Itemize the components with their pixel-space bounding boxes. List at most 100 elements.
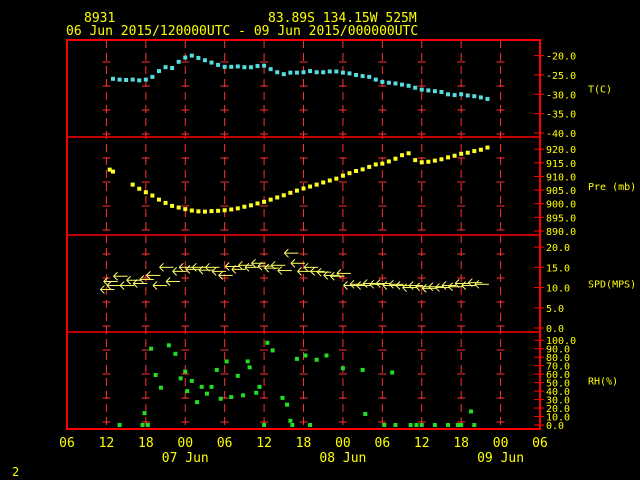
wind-barb [441,281,457,290]
wind-barb-flag [369,279,375,285]
pressure-point [262,199,267,204]
pressure-point [183,207,188,212]
wind-barb-flag [415,282,421,288]
y-tick-label: 0.0 [546,421,564,432]
humidity-point [280,395,285,400]
humidity-point [117,423,122,427]
pressure-point [229,207,234,212]
wind-barb-flag [185,264,191,270]
pressure-point [275,195,280,200]
temperature-point [314,70,319,75]
wind-barb [205,262,220,272]
wind-barb-flag [461,281,467,286]
temperature-point [183,55,188,60]
temperature-point [432,89,437,94]
wind-barb-flag [152,285,158,290]
humidity-point [446,423,451,427]
temperature-point [419,87,424,92]
date-label: 07 Jun [162,451,209,466]
humidity-point [149,346,154,351]
humidity-point [262,423,267,427]
wind-barb [126,275,141,285]
y-tick-label: 40.0 [546,387,570,398]
wind-barb [231,264,246,274]
pressure-point [137,186,142,191]
humidity-point [294,356,299,361]
humidity-point [308,423,313,427]
pressure-point [209,209,214,214]
wind-barb-flag [461,285,467,290]
station-id: 8931 [84,11,115,26]
humidity-point [288,418,293,423]
temperature-point [189,53,194,58]
wind-barb-flag [132,279,138,284]
temperature-point [281,72,286,77]
temperature-point [452,93,457,98]
humidity-point [382,423,387,427]
wind-barb-flag [205,262,210,268]
wind-barb [211,267,227,276]
pressure-point [202,209,207,214]
temperature-point [340,70,345,75]
pressure-point [130,182,135,187]
wind-barb-flag [329,271,335,277]
temperature-point [360,74,365,79]
wind-barb-flag [310,267,315,272]
wind-barb-flag [343,281,348,286]
wind-barb-flag [277,270,283,275]
x-tick-label: 00 [177,436,193,451]
humidity-point [469,409,474,414]
wind-barb-flag [389,283,394,289]
wind-barb-flag [290,258,296,264]
y-tick-label: 90.0 [546,345,570,356]
wind-barb [224,262,240,271]
wind-barb-flag [139,279,145,284]
temperature-point [386,80,391,85]
humidity-point [455,423,460,427]
wind-barb-flag [421,284,427,289]
wind-barb-flag [336,273,342,278]
pressure-point [281,193,286,198]
wind-barb-flag [474,283,480,289]
time-range: 06 Jun 2015/120000UTC - 09 Jun 2015/0000… [66,24,418,39]
wind-barb [336,269,351,278]
temperature-point [163,65,168,70]
wind-barb [100,285,115,294]
wind-barb-flag [251,258,256,264]
y-tick-label: 0.0 [546,324,564,335]
wind-barb [297,267,312,276]
wind-barb-flag [415,286,421,292]
temperature-point [321,70,326,75]
wind-barb-flag [251,262,256,268]
y-tick-label: 895.0 [546,213,576,224]
temperature-point [301,70,306,75]
wind-barb [146,271,161,280]
temperature-point [288,70,293,75]
humidity-point [245,359,250,364]
humidity-point [145,423,150,427]
wind-barb-flag [113,275,118,281]
wind-barb-flag [316,267,322,273]
wind-barb-flag [389,279,394,285]
wind-barb [435,283,450,292]
wind-barb-flag [172,267,178,272]
wind-barb-flag [395,281,401,286]
x-tick-label: 18 [453,436,469,451]
wind-barb [303,262,319,272]
y-tick-label: -30.0 [546,90,576,101]
pressure-point [380,161,385,166]
pressure-point [248,203,253,208]
temperature-point [117,77,122,82]
station-location: 83.89S 134.15W 525M [268,11,417,26]
temperature-point [347,71,352,76]
temperature-point [242,65,247,70]
temperature-point [248,65,253,70]
panel-label-pressure: Pre (mb) [588,182,636,193]
y-tick-label: 5.0 [546,304,564,315]
humidity-point [408,423,413,427]
humidity-point [166,343,171,348]
temperature-point [235,64,240,69]
wind-barb [454,279,470,288]
wind-barb-flag [454,283,460,288]
wind-barb [375,279,391,288]
